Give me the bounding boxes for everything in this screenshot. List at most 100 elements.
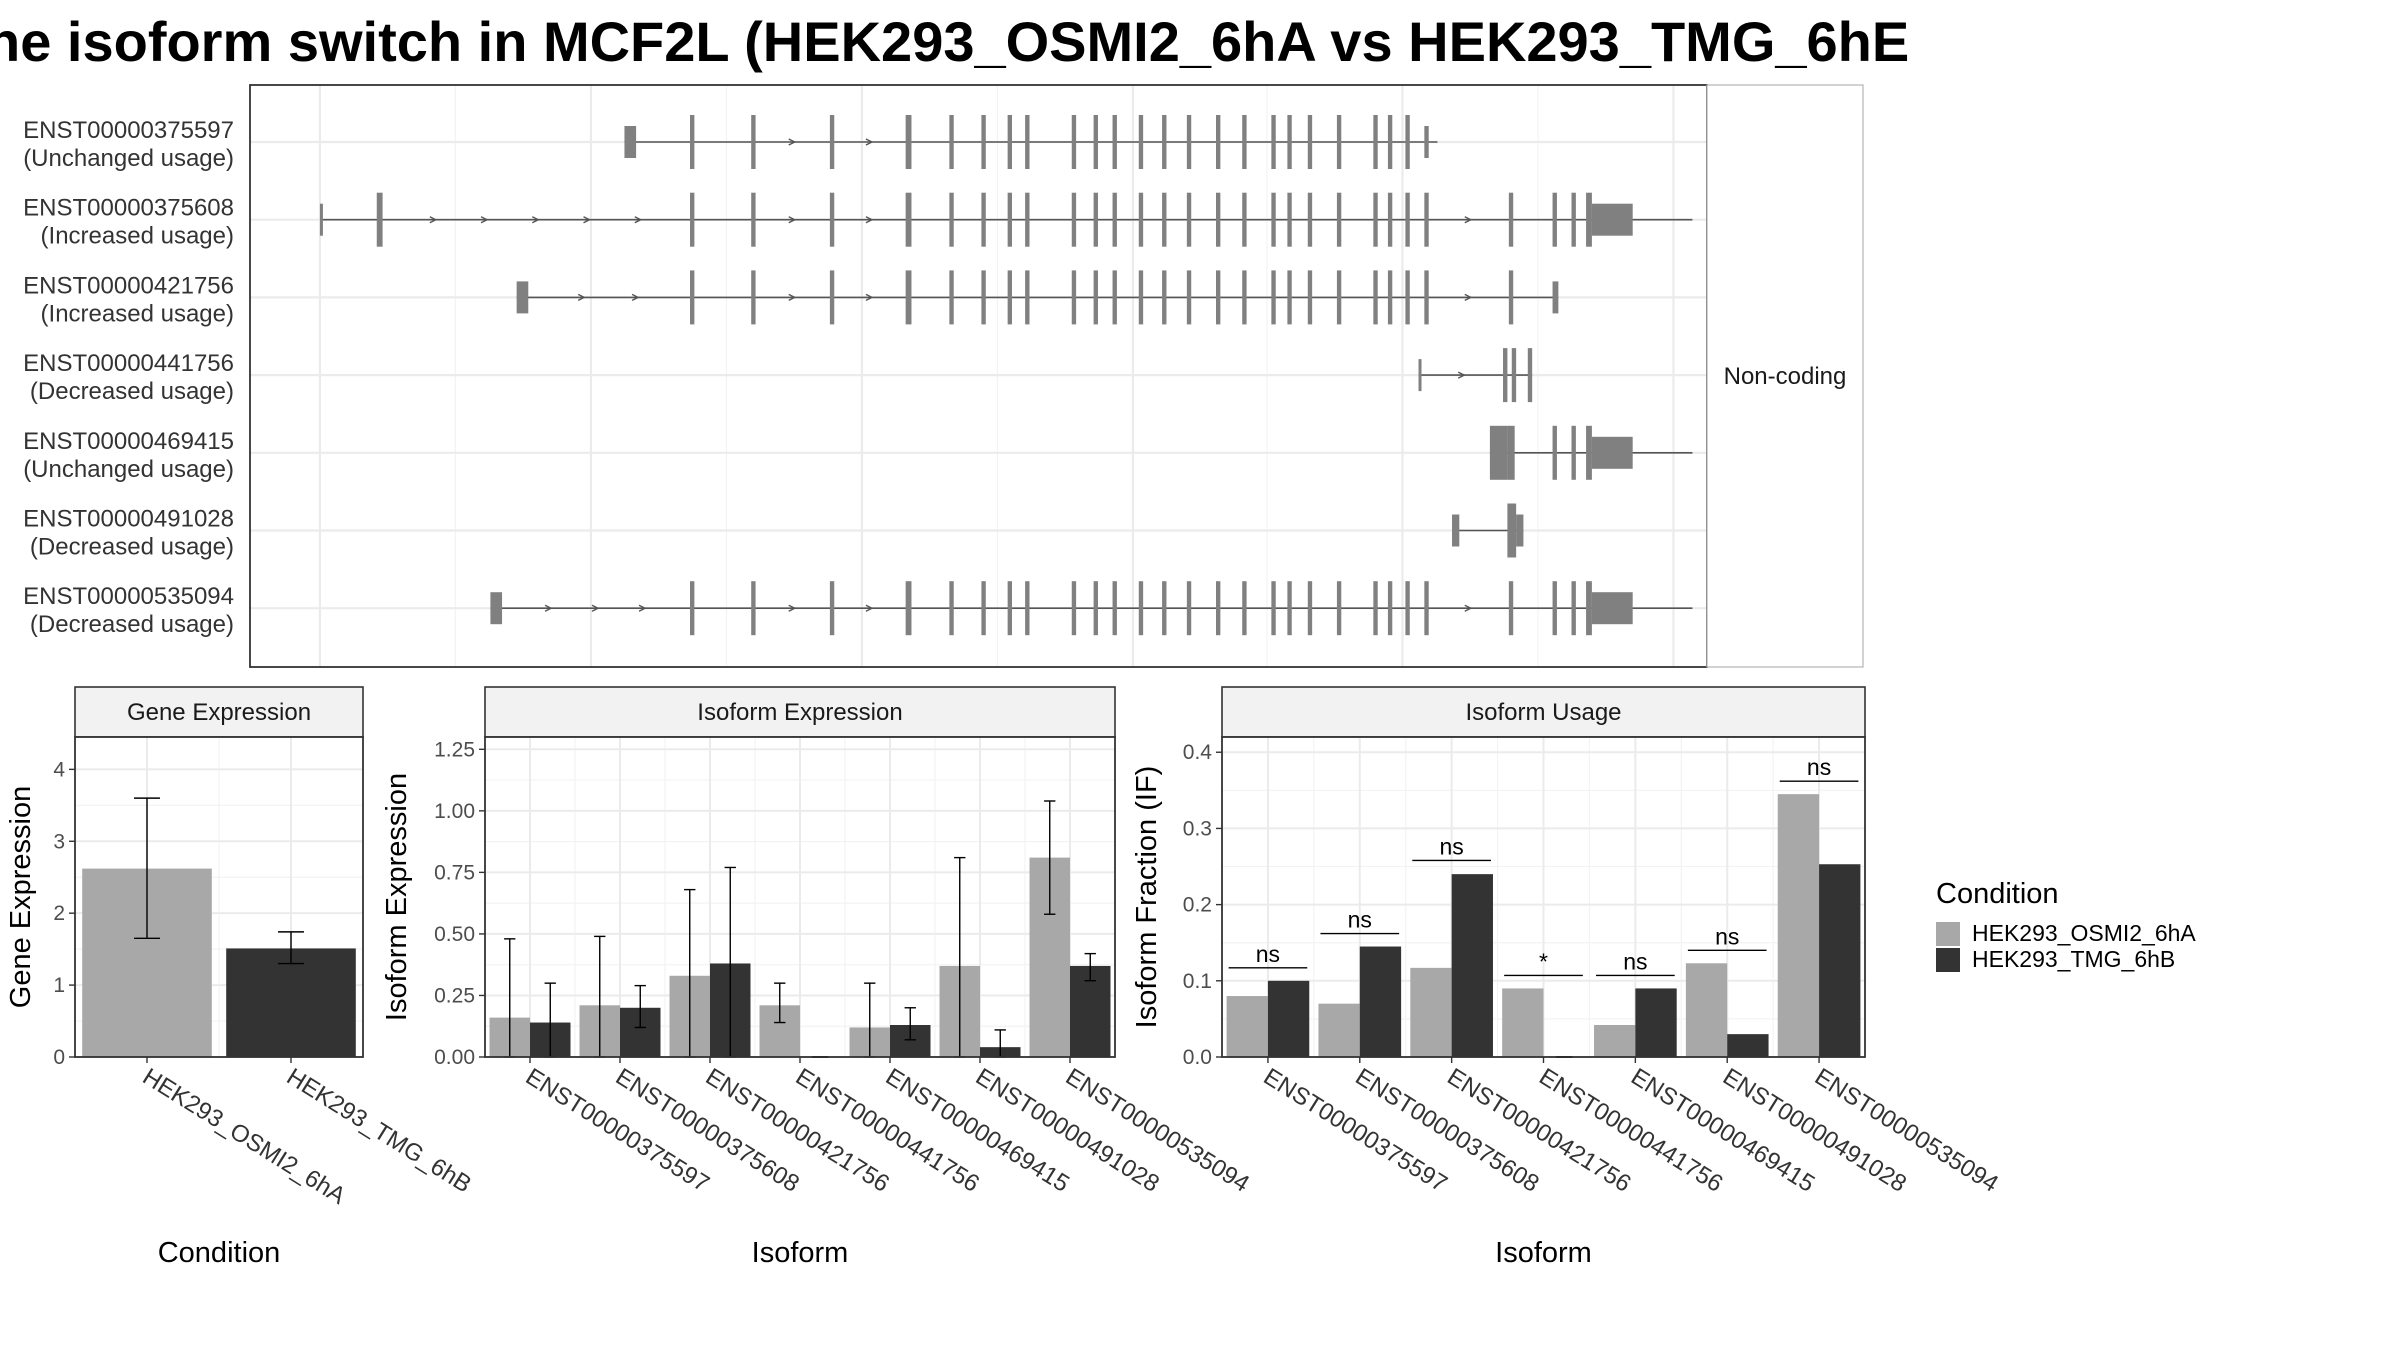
coding-exon xyxy=(1025,270,1030,325)
coding-exon xyxy=(1138,192,1144,247)
coding-exon xyxy=(690,192,695,247)
transcript-id-label: ENST00000535094 xyxy=(23,583,234,610)
legend-swatch xyxy=(1936,922,1960,946)
coding-exon xyxy=(1215,270,1221,325)
coding-exon xyxy=(1307,270,1313,325)
coding-exon xyxy=(1552,425,1557,480)
coding-exon xyxy=(1508,581,1514,636)
transcript-usage-label: (Unchanged usage) xyxy=(23,145,234,172)
panel-strip-title: Gene Expression xyxy=(127,699,311,726)
direction-arrow xyxy=(788,293,797,302)
coding-exon xyxy=(1242,270,1247,325)
coding-exon xyxy=(1527,348,1533,403)
direction-arrow xyxy=(1464,604,1473,612)
coding-exon xyxy=(981,270,986,325)
coding-exon xyxy=(1138,270,1144,325)
utr-exon xyxy=(1424,126,1429,158)
direction-arrow xyxy=(577,293,586,302)
direction-arrow xyxy=(865,216,874,224)
coding-exon xyxy=(1093,581,1098,636)
coding-exon xyxy=(1373,192,1378,247)
bar-ENST00000375608 xyxy=(1359,946,1402,1057)
coding-exon xyxy=(1373,270,1378,325)
coding-exon xyxy=(1162,581,1167,636)
coding-exon xyxy=(1271,115,1276,169)
coding-exon xyxy=(1387,115,1393,169)
coding-exon xyxy=(1405,115,1410,169)
bar-ENST00000469415 xyxy=(1635,988,1677,1057)
direction-arrow xyxy=(1457,371,1466,379)
direction-arrow xyxy=(631,293,640,302)
coding-exon xyxy=(1571,581,1576,636)
coding-exon xyxy=(1007,192,1013,247)
coding-exon xyxy=(1112,270,1117,325)
coding-exon xyxy=(1186,115,1192,169)
coding-exon xyxy=(1287,115,1292,169)
coding-exon xyxy=(751,270,756,325)
bar-ENST00000375608 xyxy=(1318,1003,1360,1057)
x-axis-title: Condition xyxy=(158,1237,281,1269)
isoform-expression-panel: Isoform Expression 0.00 0.25 0.50 0.75 1.00 1.… xyxy=(381,686,1254,1269)
transcript-usage-label: (Increased usage) xyxy=(41,223,234,250)
coding-exon xyxy=(1162,192,1167,247)
coding-exon xyxy=(981,192,986,247)
y-tick-label: 0.25 xyxy=(434,984,475,1007)
coding-exon xyxy=(1287,192,1292,247)
coding-exon xyxy=(751,581,756,636)
y-tick-label: 0.3 xyxy=(1183,817,1212,840)
transcript-usage-label: (Decreased usage) xyxy=(30,378,234,405)
legend-swatch xyxy=(1936,948,1960,972)
coding-exon xyxy=(829,270,835,325)
direction-arrow xyxy=(591,604,600,612)
coding-exon xyxy=(751,192,756,247)
gene-structure-panel: ENST00000375597(Unchanged usage)ENST0000… xyxy=(23,84,1864,668)
coding-exon xyxy=(1093,270,1098,325)
coding-exon xyxy=(829,192,835,247)
coding-exon xyxy=(1511,348,1517,403)
coding-exon xyxy=(1025,115,1030,169)
transcript-ENST00000375597: ENST00000375597(Unchanged usage) xyxy=(23,115,1707,172)
transcript-usage-label: (Unchanged usage) xyxy=(23,456,234,483)
coding-exon xyxy=(1586,581,1592,636)
bar-ENST00000491028 xyxy=(1727,1034,1769,1057)
coding-exon xyxy=(1424,581,1429,636)
direction-arrow xyxy=(1464,293,1473,302)
transcript-id-label: ENST00000375597 xyxy=(23,117,234,144)
utr-exon xyxy=(1452,514,1460,547)
coding-exon xyxy=(829,115,835,169)
coding-exon xyxy=(1336,270,1342,325)
coding-exon xyxy=(1186,270,1192,325)
transcript-id-label: ENST00000375608 xyxy=(23,195,234,222)
coding-exon xyxy=(1242,192,1247,247)
utr-exon xyxy=(1418,359,1422,392)
direction-arrow xyxy=(480,216,489,224)
coding-exon xyxy=(949,581,954,636)
coding-exon xyxy=(1271,270,1276,325)
non-coding-strip-label: Non-coding xyxy=(1724,363,1847,390)
y-tick-label: 0.50 xyxy=(434,923,475,946)
transcript-usage-label: (Decreased usage) xyxy=(30,611,234,638)
coding-exon xyxy=(1405,270,1410,325)
x-axis-title: Isoform xyxy=(1495,1237,1592,1269)
coding-exon xyxy=(1405,192,1410,247)
coding-exon xyxy=(1307,192,1313,247)
coding-exon xyxy=(1405,581,1410,636)
coding-exon xyxy=(1508,192,1514,247)
coding-exon xyxy=(949,115,954,169)
coding-exon xyxy=(1071,270,1077,325)
y-axis-title: Isoform Expression xyxy=(381,773,413,1021)
coding-exon xyxy=(1287,270,1292,325)
coding-exon xyxy=(1071,192,1077,247)
bar-ENST00000469415 xyxy=(1594,1025,1636,1057)
coding-exon xyxy=(1387,270,1393,325)
coding-exon xyxy=(1271,581,1276,636)
utr-exon xyxy=(490,592,503,625)
y-tick-label: 0.0 xyxy=(1183,1046,1212,1069)
coding-exon xyxy=(1138,581,1144,636)
coding-exon xyxy=(1552,581,1557,636)
coding-exon xyxy=(1215,581,1221,636)
isoform-usage-panel: Isoform Usage0.00.10.20.30.4ENST00000375… xyxy=(1131,686,2003,1269)
coding-exon xyxy=(1489,425,1508,480)
coding-exon xyxy=(829,581,835,636)
transcript-id-label: ENST00000441756 xyxy=(23,350,234,377)
